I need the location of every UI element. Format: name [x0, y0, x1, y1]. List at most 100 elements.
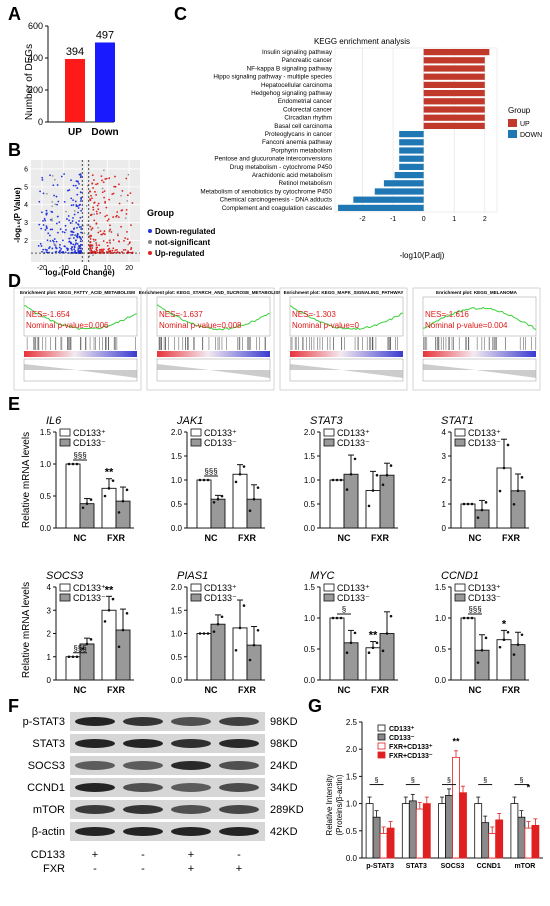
panel-b-point	[98, 250, 101, 253]
panel-e-data-point	[476, 661, 480, 664]
panel-f-band	[75, 827, 115, 836]
panel-e-sig-star: **	[105, 584, 114, 596]
panel-b-point	[94, 239, 97, 241]
panel-d-pvalue-label: Nominal p-value=0.006	[26, 321, 109, 330]
panel-b-point-ns	[92, 254, 94, 257]
panel-e-data-point	[242, 604, 246, 607]
panel-e-sig-star: **	[105, 467, 114, 479]
panel-e-gene-title: IL6	[46, 415, 62, 427]
panel-e-bar	[65, 463, 81, 529]
panel-g-bar	[495, 819, 504, 859]
panel-e-data-point	[220, 615, 224, 619]
panel-e-legend-label: CD133⁺	[468, 583, 501, 593]
panel-b-point	[43, 217, 46, 220]
panel-b-point	[49, 240, 52, 242]
panel-e-legend-label: CD133⁺	[73, 428, 106, 438]
panel-b-point	[75, 204, 78, 206]
panel-g-bar	[415, 808, 424, 859]
panel-b-point	[64, 251, 67, 254]
panel-b-point	[62, 251, 65, 253]
panel-f-band	[123, 717, 163, 726]
panel-e-bar	[496, 467, 512, 529]
panel-b-point	[80, 231, 82, 234]
panel-e-data-point	[345, 651, 349, 655]
panel-e-data-point	[470, 616, 474, 620]
panel-c-bar	[423, 81, 485, 89]
panel-b-point	[61, 231, 64, 233]
panel-g-ylabel-line1: Relative Intensity	[325, 775, 334, 836]
panel-g-bar	[459, 792, 467, 859]
panel-b-point	[118, 240, 120, 243]
panel-c-bar	[423, 106, 485, 113]
panel-g-bar	[531, 824, 540, 859]
panel-d-ranked-metric	[24, 364, 137, 378]
panel-g-bar	[452, 756, 460, 859]
panel-d-rank-gradient	[24, 351, 137, 357]
panel-g-legend-swatch	[377, 742, 386, 750]
panel-e-legend-label: CD133⁻	[73, 438, 106, 448]
panel-b-point	[70, 197, 73, 200]
panel-b-point-ns	[90, 227, 93, 230]
panel-e-data-point	[125, 488, 129, 492]
panel-e-data-point	[248, 658, 252, 662]
panel-b-point	[75, 235, 78, 238]
panel-f-condition-value: +	[188, 849, 194, 861]
panel-c-category-label: Endometrial cancer	[278, 98, 332, 105]
panel-b-point	[62, 239, 64, 242]
panel-b-point	[97, 231, 100, 234]
panel-b-point	[106, 244, 109, 247]
panel-e-y-tick-label: 3	[442, 452, 447, 461]
panel-e-data-point	[512, 502, 516, 506]
panel-g-bar	[524, 827, 533, 859]
panel-e-data-point	[470, 502, 474, 506]
panel-b-point	[63, 231, 66, 234]
panel-f-band	[219, 717, 259, 726]
panel-e-data-point	[512, 653, 516, 656]
panel-e-bar	[196, 479, 212, 529]
panel-g-y-tick-label: 1.0	[346, 800, 358, 809]
panel-d-nes-label: NES=-1.616	[425, 310, 469, 319]
panel-b-point-ns	[91, 245, 94, 248]
panel-d-es-box	[23, 296, 138, 337]
panel-b-point	[59, 228, 62, 231]
panel-b-point	[72, 199, 75, 202]
panel-g-bar	[422, 803, 431, 859]
panel-e-legend-label: CD133⁺	[337, 428, 370, 438]
panel-f-row-label: β-actin	[32, 826, 65, 838]
panel-c-category-label: Drug metabolism - cytochrome P450	[230, 164, 333, 171]
panel-b-y-tick-label: 2	[24, 238, 28, 245]
panel-g-category-label: p-STAT3	[366, 863, 394, 870]
panel-e-data-point	[121, 499, 125, 503]
panel-c-bar	[423, 89, 485, 97]
panel-d-es-curve	[156, 304, 271, 331]
panel-f-size-label: 24KD	[270, 760, 298, 772]
panel-c-xlabel: -log10(P.adj)	[400, 251, 445, 260]
panel-b-y-tick-label: 5	[24, 184, 28, 191]
panel-b-point	[55, 195, 58, 198]
panel-f-condition-value: -	[93, 863, 97, 875]
panel-g-y-tick-label: 2.0	[346, 745, 358, 754]
panel-e-data-point	[389, 464, 393, 467]
panel-a-category-label: Down	[91, 127, 118, 138]
panel-e-data-point	[206, 478, 210, 482]
panel-b-point-ns	[127, 173, 130, 176]
panel-e-bar	[379, 474, 395, 529]
panel-b-point	[101, 233, 104, 236]
panel-b-point	[78, 204, 81, 207]
panel-e-y-tick-label: 0.0	[171, 676, 183, 685]
panel-g-sig-bracket-label: §	[375, 778, 379, 785]
panel-e-y-tick-label: 0.5	[171, 653, 183, 662]
panel-f-row-label: STAT3	[32, 738, 65, 750]
panel-b-point-ns	[74, 210, 76, 212]
panel-e-data-point	[339, 616, 343, 620]
panel-b-point	[96, 182, 99, 185]
panel-e-data-point	[506, 443, 510, 447]
panel-b-point-ns	[85, 205, 88, 207]
panel-e-data-point	[371, 646, 375, 650]
panel-b-point	[79, 200, 82, 202]
panel-b-point	[102, 250, 105, 252]
panel-e-data-point	[238, 626, 242, 630]
panel-e-category-label: NC	[205, 685, 218, 695]
panel-b-point	[68, 219, 70, 222]
panel-letter-d: D	[8, 271, 21, 291]
